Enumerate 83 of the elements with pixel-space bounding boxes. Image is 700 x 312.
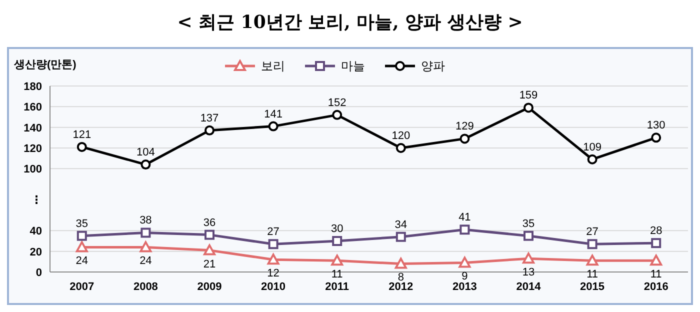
point — [522, 252, 534, 264]
point — [460, 224, 470, 235]
data-label: 35 — [76, 218, 88, 230]
data-label: 130 — [646, 120, 666, 132]
data-label: 36 — [203, 216, 216, 229]
data-label: 28 — [650, 225, 662, 238]
data-label: 30 — [330, 223, 344, 235]
data-label: 21 — [203, 258, 216, 270]
data-label: 141 — [264, 108, 282, 120]
data-label: 104 — [136, 146, 155, 159]
point — [76, 142, 87, 152]
point — [267, 254, 280, 265]
point — [204, 125, 214, 136]
chart-title: < 최근 10년간 보리, 마늘, 양파 생산량 > — [177, 12, 523, 33]
data-label: 38 — [140, 214, 152, 227]
x-tick-label: 2013 — [452, 281, 477, 293]
point — [140, 241, 152, 252]
point — [204, 244, 216, 256]
point — [587, 154, 598, 164]
data-label: 137 — [200, 112, 219, 124]
x-tick-label: 2011 — [325, 281, 350, 293]
legend-label: 양파 — [421, 59, 445, 73]
x-tick-label: 2014 — [516, 281, 542, 293]
point — [76, 230, 87, 241]
data-label: 11 — [331, 268, 343, 281]
data-label: 11 — [586, 268, 598, 281]
point — [586, 254, 598, 266]
data-label: 12 — [267, 268, 280, 280]
point — [140, 228, 151, 238]
point — [140, 160, 151, 170]
point — [268, 239, 278, 250]
point — [396, 232, 406, 242]
x-tick-label: 2007 — [70, 281, 94, 293]
y-tick-label: 20 — [30, 246, 42, 258]
y-tick-label: 120 — [24, 143, 42, 155]
point — [332, 236, 342, 246]
point — [587, 239, 598, 250]
x-tick-label: 2015 — [580, 281, 605, 293]
data-label: 27 — [586, 226, 598, 238]
data-label: 24 — [76, 255, 88, 268]
point — [460, 134, 470, 144]
data-label: 24 — [140, 255, 152, 268]
data-label: 9 — [462, 270, 468, 283]
point — [396, 143, 406, 153]
point — [651, 238, 662, 248]
y-tick-label: 160 — [24, 102, 42, 114]
point — [332, 110, 342, 120]
data-label: 159 — [519, 90, 538, 102]
y-tick-label: 180 — [24, 81, 42, 93]
data-label: 27 — [267, 226, 280, 238]
data-label: 13 — [522, 266, 535, 279]
data-label: 120 — [392, 130, 410, 142]
x-tick-label: 2009 — [197, 281, 222, 293]
data-label: 11 — [650, 268, 662, 281]
y-axis-title: 생산량(만톤) — [13, 59, 77, 71]
data-label: 109 — [583, 141, 602, 154]
point — [651, 132, 662, 143]
point — [394, 258, 407, 269]
y-tick-label: 40 — [30, 226, 42, 238]
y-tick-label: 140 — [24, 122, 42, 134]
data-label: 152 — [328, 96, 346, 109]
point — [458, 256, 471, 268]
x-tick-label: 2016 — [644, 281, 668, 293]
point — [76, 241, 88, 252]
legend-label: 마늘 — [341, 59, 365, 73]
data-label: 34 — [394, 218, 408, 231]
point — [650, 254, 662, 266]
point — [331, 254, 344, 266]
point — [268, 121, 278, 132]
legend-label: 보리 — [261, 59, 285, 73]
x-tick-label: 2012 — [388, 281, 414, 293]
y-tick-label: ⋮ — [31, 194, 42, 207]
data-label: 35 — [522, 218, 535, 230]
point — [204, 230, 214, 240]
point — [524, 230, 534, 241]
y-tick-label: 0 — [36, 267, 42, 279]
x-tick-label: 2008 — [133, 281, 158, 293]
data-label: 41 — [458, 212, 471, 224]
point — [524, 102, 534, 113]
data-label: 121 — [72, 128, 92, 141]
x-tick-label: 2010 — [261, 281, 286, 293]
data-label: 129 — [456, 120, 474, 133]
y-tick-label: 100 — [24, 164, 42, 176]
